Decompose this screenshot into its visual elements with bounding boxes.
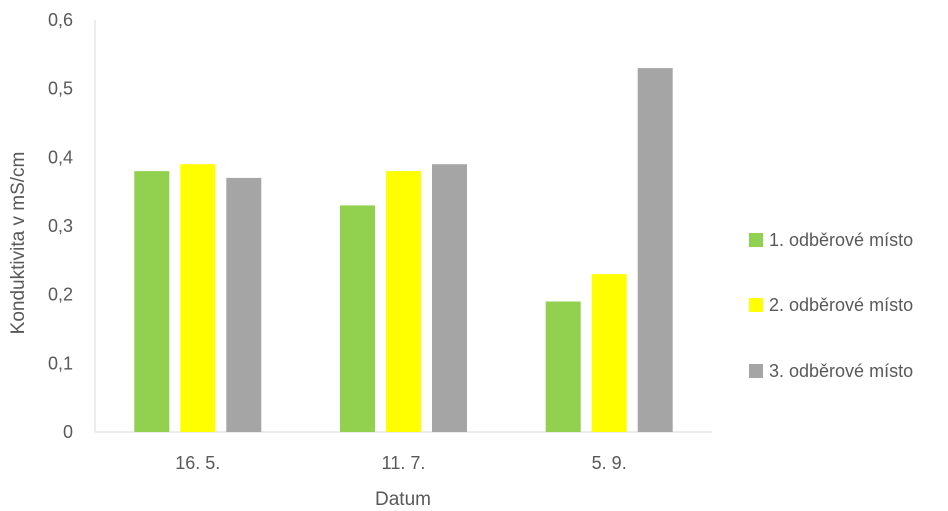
y-tick-label: 0,6 <box>48 10 73 30</box>
bar-series-3-3 <box>637 68 673 432</box>
legend-swatch-2 <box>749 298 763 312</box>
legend-label-1: 1. odběrové místo <box>769 230 913 250</box>
legend: 1. odběrové místo 2. odběrové místo 3. odb… <box>749 230 913 381</box>
y-tick-label: 0,3 <box>48 216 73 236</box>
y-tick-label: 0,1 <box>48 353 73 373</box>
bar-series-2-1 <box>180 164 216 432</box>
y-tick-labels: 0 0,1 0,2 0,3 0,4 0,5 0,6 <box>48 10 73 442</box>
bar-series-1-1 <box>134 171 170 432</box>
y-axis-title: Konduktivita v mS/cm <box>8 152 29 335</box>
x-tick-labels: 16. 5. 11. 7. 5. 9. <box>175 453 626 473</box>
x-tick-label: 11. 7. <box>382 453 426 473</box>
legend-swatch-1 <box>749 233 763 247</box>
y-tick-label: 0,5 <box>48 79 73 99</box>
legend-label-2: 2. odběrové místo <box>769 295 913 315</box>
bars-group <box>134 68 673 432</box>
bar-series-1-3 <box>545 301 581 432</box>
y-tick-label: 0 <box>63 422 73 442</box>
bar-series-3-2 <box>432 164 467 432</box>
y-tick-label: 0,4 <box>48 147 73 167</box>
x-tick-label: 5. 9. <box>592 453 627 473</box>
bar-series-1-2 <box>340 205 375 432</box>
legend-swatch-3 <box>749 364 763 378</box>
legend-label-3: 3. odběrové místo <box>769 361 913 381</box>
bar-series-2-2 <box>386 171 421 432</box>
x-tick-label: 16. 5. <box>175 453 220 473</box>
y-tick-label: 0,2 <box>48 285 73 305</box>
x-axis-title: Datum <box>375 489 431 510</box>
bar-series-3-1 <box>226 177 262 432</box>
bar-series-2-3 <box>591 274 627 432</box>
